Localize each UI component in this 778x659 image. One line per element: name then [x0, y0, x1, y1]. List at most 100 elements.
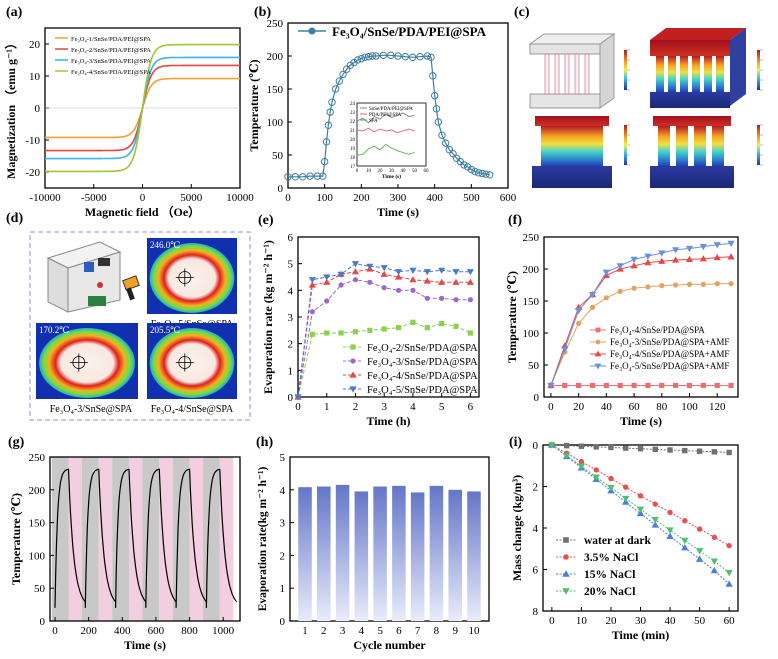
panel-label: (f) [508, 213, 522, 228]
data-point [725, 580, 733, 587]
data-point [366, 263, 374, 270]
data-point [409, 276, 417, 283]
data-point [682, 518, 688, 524]
colorbar [757, 50, 760, 90]
data-point [361, 53, 369, 62]
data-point [410, 287, 416, 293]
sim-pillar [680, 56, 688, 92]
y-tick-label: 200 [523, 264, 540, 276]
panel-label: (b) [254, 5, 271, 20]
data-point [652, 501, 658, 507]
data-point [319, 172, 327, 180]
inset-y-tick-label: 23 [350, 111, 356, 116]
y-axis-label: Temperature (℃) [9, 493, 23, 585]
data-point [725, 569, 733, 577]
section-top [535, 116, 609, 126]
data-point [452, 278, 460, 285]
data-point [294, 394, 302, 401]
crosshair-lines [175, 268, 194, 287]
panel-label: (c) [514, 5, 530, 20]
data-point [324, 121, 333, 130]
data-point [644, 259, 652, 266]
data-point [328, 98, 336, 106]
x-axis-label: Time (min) [612, 628, 669, 642]
band-off [68, 457, 82, 621]
colorbar [624, 125, 627, 165]
x-tick-label: 20 [573, 401, 585, 413]
device-side [47, 257, 69, 313]
pillar-section-pillar [658, 126, 670, 166]
data-point [381, 285, 387, 291]
data-point [471, 167, 479, 176]
data-point [309, 309, 315, 315]
band-on [81, 457, 99, 621]
y-tick-label: -10 [25, 135, 40, 147]
inset-frame [356, 102, 427, 167]
data-point [423, 52, 432, 60]
x-tick-label: 4 [359, 625, 365, 637]
data-point [380, 270, 388, 277]
bar [317, 486, 331, 621]
data-point [452, 269, 460, 276]
inset-x-tick-label: 10 [366, 169, 372, 174]
x-tick-label: 10 [468, 625, 480, 637]
data-point [645, 382, 651, 389]
data-point [575, 308, 583, 315]
data-point [563, 537, 569, 543]
data-point [659, 283, 665, 289]
data-point [562, 570, 570, 577]
inset-x-tick-label: 40 [401, 169, 407, 174]
data-point [298, 173, 307, 181]
legend-entry: Fe₃O₄-4/SnSe/PDA@SPA [610, 325, 705, 335]
data-point [335, 77, 344, 85]
inset-y-tick-label: 20 [350, 138, 356, 143]
legend-entry: 3.5% NaCl [584, 552, 638, 564]
data-point [700, 382, 706, 389]
data-point [576, 320, 582, 326]
data-point [681, 537, 689, 545]
data-point [409, 267, 417, 274]
x-axis-label: Time (s) [377, 205, 419, 219]
bar [335, 484, 350, 621]
data-point [351, 268, 360, 275]
sim-side [730, 28, 746, 106]
model-top-plate [529, 43, 601, 55]
image-caption: Fe₃O₄-4/SnSe@SPA [151, 404, 234, 415]
data-point [728, 382, 734, 389]
data-point [645, 284, 651, 290]
data-point [353, 56, 362, 64]
x-tick-label: 800 [181, 625, 198, 637]
series-line [550, 242, 732, 386]
data-point [636, 506, 645, 514]
data-point [617, 288, 623, 294]
device-display [84, 262, 94, 272]
data-point [368, 52, 377, 60]
x-tick-label: 0 [140, 192, 146, 204]
x-tick-label: 6 [468, 401, 474, 413]
y-tick-label: 150 [29, 518, 46, 530]
data-point [424, 295, 430, 301]
x-tick-label: 7 [415, 625, 421, 637]
x-tick-label: 60 [724, 615, 736, 627]
legend-entry: Fe₃O₄-3/SnSe/PDA@SPA [367, 357, 478, 368]
data-point [445, 146, 454, 154]
y-tick-label: 4 [533, 523, 539, 535]
y-tick-label: 2 [280, 550, 286, 562]
sim-top-face [650, 28, 746, 40]
data-point [658, 250, 666, 257]
data-point [453, 323, 459, 329]
data-point [667, 509, 673, 516]
device-coil-plate [88, 296, 106, 306]
data-point [563, 554, 569, 560]
y-tick-label: 0 [280, 616, 286, 628]
legend-entry: Fe₃O₄-5/SnSe/PDA@SPA [367, 385, 478, 396]
data-point [308, 277, 316, 284]
pillar-section-pillar [694, 126, 706, 166]
x-tick-label: 100 [316, 192, 333, 204]
panel-label: (g) [8, 435, 25, 450]
data-point [284, 173, 292, 181]
data-point [395, 287, 402, 293]
x-tick-label: 300 [390, 192, 407, 204]
